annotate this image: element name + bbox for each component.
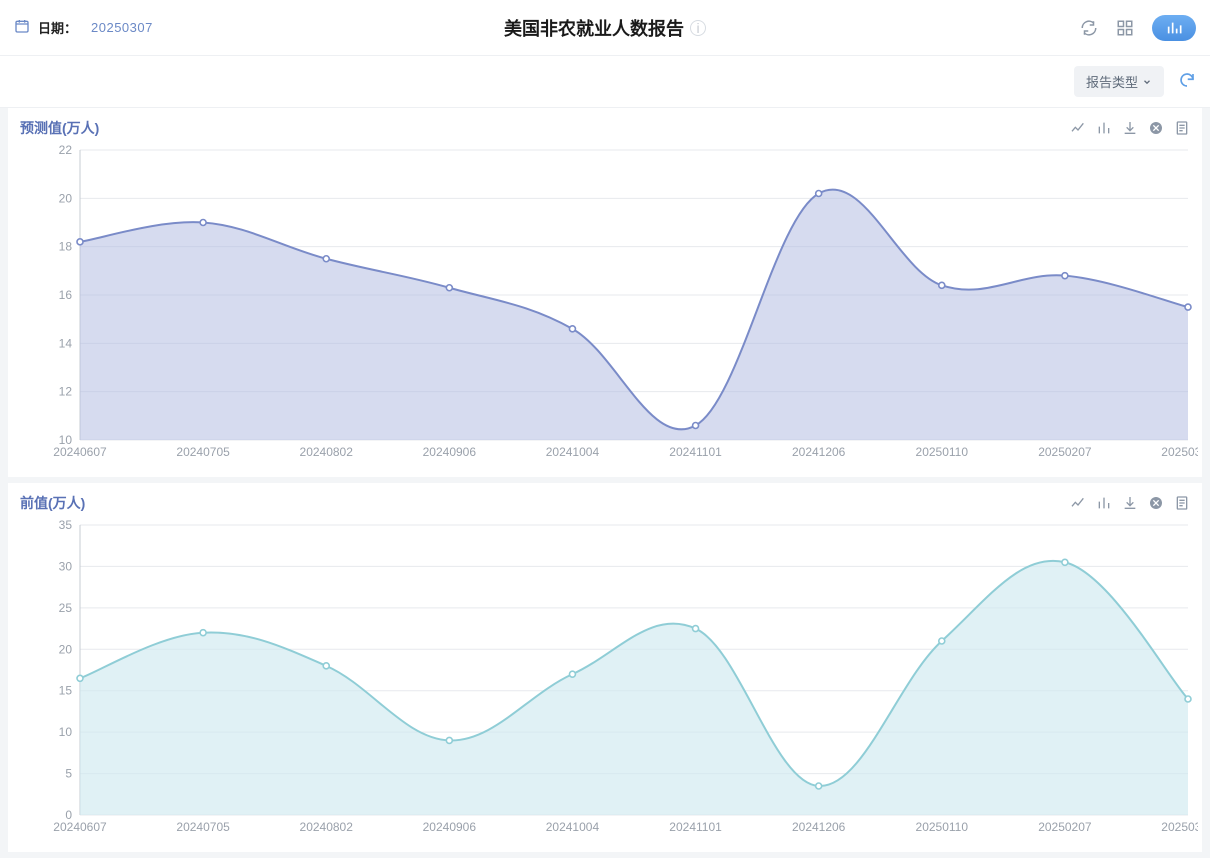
- chart-header: 预测值(万人): [8, 108, 1202, 142]
- line-chart-icon[interactable]: [1070, 495, 1086, 511]
- chart-header: 前值(万人): [8, 483, 1202, 517]
- svg-text:20250307: 20250307: [1161, 445, 1198, 459]
- svg-text:20241004: 20241004: [546, 445, 600, 459]
- calendar-icon[interactable]: [14, 18, 30, 37]
- svg-text:20240802: 20240802: [300, 445, 354, 459]
- svg-text:10: 10: [59, 725, 73, 739]
- sub-toolbar: 报告类型: [0, 56, 1210, 108]
- svg-text:20: 20: [59, 642, 73, 656]
- svg-text:5: 5: [65, 767, 72, 781]
- bar-chart-icon[interactable]: [1096, 120, 1112, 136]
- chart-panel-forecast: 预测值(万人) 10121416182022202406072024070520…: [8, 108, 1202, 477]
- document-icon[interactable]: [1174, 495, 1190, 511]
- chart-title: 预测值(万人): [20, 118, 99, 138]
- svg-text:20240607: 20240607: [53, 820, 107, 834]
- svg-text:20250110: 20250110: [916, 820, 969, 834]
- svg-text:20241004: 20241004: [546, 820, 600, 834]
- page-title-text: 美国非农就业人数报告: [504, 15, 684, 41]
- top-bar-left: 日期： 20250307: [14, 18, 153, 37]
- info-icon[interactable]: i: [690, 20, 706, 36]
- chart-toolbar: [1070, 495, 1190, 511]
- page-title: 美国非农就业人数报告 i: [504, 15, 706, 41]
- svg-text:22: 22: [59, 143, 73, 157]
- svg-text:20250307: 20250307: [1161, 820, 1198, 834]
- svg-text:20250207: 20250207: [1038, 820, 1092, 834]
- top-bar-right: [1080, 15, 1196, 41]
- chart-svg: 1012141618202220240607202407052024080220…: [20, 142, 1198, 462]
- svg-text:35: 35: [59, 518, 73, 532]
- svg-text:20240705: 20240705: [176, 445, 230, 459]
- svg-text:20241206: 20241206: [792, 445, 846, 459]
- svg-text:16: 16: [59, 288, 73, 302]
- close-circle-icon[interactable]: [1148, 495, 1164, 511]
- svg-text:20240906: 20240906: [423, 445, 477, 459]
- svg-text:15: 15: [59, 684, 73, 698]
- reload-icon[interactable]: [1178, 71, 1196, 92]
- layout-grid-icon[interactable]: [1116, 19, 1134, 37]
- date-value[interactable]: 20250307: [91, 20, 153, 35]
- download-icon[interactable]: [1122, 120, 1138, 136]
- svg-text:20240607: 20240607: [53, 445, 107, 459]
- chart-body: 1012141618202220240607202407052024080220…: [8, 142, 1202, 477]
- report-type-dropdown[interactable]: 报告类型: [1074, 66, 1164, 97]
- svg-text:20240802: 20240802: [300, 820, 354, 834]
- top-bar-center: 美国非农就业人数报告 i: [0, 15, 1210, 41]
- svg-text:25: 25: [59, 601, 73, 615]
- svg-text:12: 12: [59, 385, 73, 399]
- chart-svg: 0510152025303520240607202407052024080220…: [20, 517, 1198, 837]
- line-chart-icon[interactable]: [1070, 120, 1086, 136]
- close-circle-icon[interactable]: [1148, 120, 1164, 136]
- chart-title: 前值(万人): [20, 493, 85, 513]
- svg-text:20241206: 20241206: [792, 820, 846, 834]
- svg-text:14: 14: [59, 336, 73, 350]
- chevron-down-icon: [1142, 77, 1152, 87]
- svg-text:18: 18: [59, 240, 73, 254]
- svg-text:20250207: 20250207: [1038, 445, 1092, 459]
- download-icon[interactable]: [1122, 495, 1138, 511]
- document-icon[interactable]: [1174, 120, 1190, 136]
- svg-text:20240906: 20240906: [423, 820, 477, 834]
- chart-toolbar: [1070, 120, 1190, 136]
- svg-text:20241101: 20241101: [669, 445, 722, 459]
- refresh-icon[interactable]: [1080, 19, 1098, 37]
- date-label: 日期：: [38, 18, 77, 37]
- svg-text:20250110: 20250110: [916, 445, 969, 459]
- chart-pill-button[interactable]: [1152, 15, 1196, 41]
- top-bar: 日期： 20250307 美国非农就业人数报告 i: [0, 0, 1210, 56]
- bar-chart-icon[interactable]: [1096, 495, 1112, 511]
- svg-text:20240705: 20240705: [176, 820, 230, 834]
- report-type-label: 报告类型: [1086, 72, 1138, 91]
- chart-panel-previous: 前值(万人) 051015202530352024060720240705202…: [8, 483, 1202, 852]
- chart-body: 0510152025303520240607202407052024080220…: [8, 517, 1202, 852]
- svg-text:30: 30: [59, 559, 73, 573]
- svg-text:20: 20: [59, 191, 73, 205]
- svg-text:20241101: 20241101: [669, 820, 722, 834]
